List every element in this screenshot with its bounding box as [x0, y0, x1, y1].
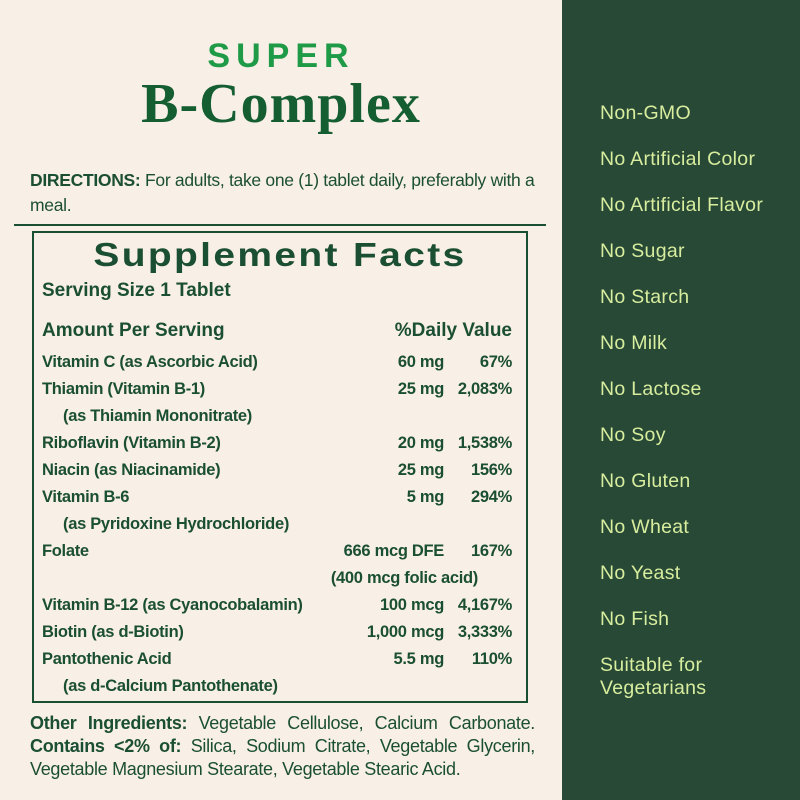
facts-row-main: Riboflavin (Vitamin B-2) 20 mg 1,538% [42, 430, 512, 457]
facts-header-row: Amount Per Serving %Daily Value [34, 319, 526, 343]
facts-rows: Vitamin C (as Ascorbic Acid) 60 mg 67% T… [34, 349, 526, 700]
facts-row-main: Vitamin C (as Ascorbic Acid) 60 mg 67% [42, 349, 512, 376]
facts-row-main: Pantothenic Acid 5.5 mg 110% [42, 646, 512, 673]
facts-row: Riboflavin (Vitamin B-2) 20 mg 1,538% [42, 430, 512, 457]
facts-row: Vitamin B-12 (as Cyanocobalamin) 100 mcg… [42, 592, 512, 619]
nutrient-source-note: (as Thiamin Mononitrate) [63, 407, 252, 425]
nutrient-daily-value: 110% [471, 650, 512, 668]
claim-item: No Yeast [600, 562, 681, 584]
facts-row-main: Folate 666 mcg DFE 167% [42, 538, 512, 565]
nutrient-name: Niacin (as Niacinamide) [42, 461, 221, 479]
facts-row: Vitamin B-6 5 mg 294% (as Pyridoxine Hyd… [42, 484, 512, 538]
nutrient-name: Vitamin B-12 (as Cyanocobalamin) [42, 596, 303, 614]
column-amount-per-serving: Amount Per Serving [42, 320, 225, 341]
directions: DIRECTIONS: For adults, take one (1) tab… [30, 168, 546, 218]
other-ingredients-line: Other Ingredients: Vegetable Cellulose, … [30, 712, 535, 735]
nutrient-amount: 25 mg [397, 461, 444, 479]
facts-row-main: Thiamin (Vitamin B-1) 25 mg 2,083% [42, 376, 512, 403]
claim-item: No Milk [600, 332, 668, 354]
nutrient-name: Thiamin (Vitamin B-1) [42, 380, 205, 398]
facts-row-main: Vitamin B-6 5 mg 294% [42, 484, 512, 511]
nutrient-name: Vitamin B-6 [42, 488, 130, 506]
facts-row-main: Niacin (as Niacinamide) 25 mg 156% [42, 457, 512, 484]
nutrient-daily-value: 294% [470, 488, 512, 506]
product-title-super: SUPER [207, 37, 355, 75]
claims-list: Non-GMO No Artificial Color No Artificia… [600, 102, 782, 700]
nutrient-amount: 666 mcg DFE [343, 542, 445, 560]
claim-item: No Artificial Color [600, 148, 756, 170]
other-ingredients-text: Vegetable Cellulose, Calcium Carbonate. [198, 713, 536, 733]
nutrient-daily-value: 167% [470, 542, 512, 560]
facts-row-main: Vitamin B-12 (as Cyanocobalamin) 100 mcg… [42, 592, 512, 619]
nutrient-amount: 1,000 mcg [366, 623, 444, 641]
claim-item: No Gluten [600, 470, 691, 492]
nutrient-amount: 20 mg [397, 434, 444, 452]
claim-item: No Sugar [600, 240, 685, 262]
supplement-facts-panel: Supplement Facts Serving Size 1 Tablet A… [32, 231, 528, 703]
facts-row-main: Biotin (as d-Biotin) 1,000 mcg 3,333% [42, 619, 512, 646]
claim-item: No Fish [600, 608, 670, 630]
nutrient-amount: 5 mg [406, 488, 445, 506]
claim-item: Non-GMO [600, 102, 691, 124]
supplement-facts-title: Supplement Facts [93, 236, 467, 273]
nutrient-daily-value: 4,167% [457, 596, 512, 614]
label-front-panel: SUPER B-Complex DIRECTIONS: For adults, … [0, 0, 562, 800]
claims-sidebar: Non-GMO No Artificial Color No Artificia… [562, 0, 800, 800]
contains-line: Contains <2% of: Silica, Sodium Citrate,… [30, 735, 535, 781]
other-ingredients-label: Other Ingredients: [30, 713, 188, 733]
other-ingredients: Other Ingredients: Vegetable Cellulose, … [30, 712, 535, 781]
divider-line [14, 224, 546, 226]
serving-size: Serving Size 1 Tablet [42, 280, 231, 301]
nutrient-name: Folate [42, 542, 89, 560]
nutrient-daily-value: 2,083% [457, 380, 512, 398]
nutrient-name: Riboflavin (Vitamin B-2) [42, 434, 221, 452]
facts-row: Thiamin (Vitamin B-1) 25 mg 2,083% (as T… [42, 376, 512, 430]
nutrient-name: Biotin (as d-Biotin) [42, 623, 184, 641]
facts-row: Vitamin C (as Ascorbic Acid) 60 mg 67% [42, 349, 512, 376]
claim-item: No Wheat [600, 516, 690, 538]
nutrient-daily-value: 1,538% [457, 434, 512, 452]
nutrient-amount: 5.5 mg [393, 650, 445, 668]
facts-row: Niacin (as Niacinamide) 25 mg 156% [42, 457, 512, 484]
contains-label: Contains <2% of: [30, 736, 182, 756]
nutrient-source-note: (as d-Calcium Pantothenate) [63, 677, 278, 695]
nutrient-amount: 60 mg [397, 353, 444, 371]
nutrient-amount: 100 mcg [380, 596, 444, 614]
product-title-main: B-Complex [141, 73, 421, 135]
facts-row: Pantothenic Acid 5.5 mg 110% (as d-Calci… [42, 646, 512, 700]
nutrient-source-note: (as Pyridoxine Hydrochloride) [63, 515, 290, 533]
claim-item: Suitable for Vegetarians [600, 654, 707, 699]
claim-item: No Lactose [600, 378, 702, 400]
contains-text: Silica, Sodium Citrate, Vegetable Glycer… [30, 736, 535, 779]
nutrient-name: Vitamin C (as Ascorbic Acid) [42, 353, 258, 371]
claim-item: No Soy [600, 424, 666, 446]
directions-text: For adults, take one (1) tablet daily, p… [30, 170, 535, 215]
column-daily-value: %Daily Value [394, 320, 512, 341]
nutrient-daily-value: 67% [479, 353, 512, 371]
nutrient-amount: 25 mg [397, 380, 444, 398]
claim-item: No Starch [600, 286, 690, 308]
directions-label: DIRECTIONS: [30, 170, 141, 190]
facts-row: Biotin (as d-Biotin) 1,000 mcg 3,333% [42, 619, 512, 646]
nutrient-daily-value: 156% [470, 461, 512, 479]
facts-row: Folate 666 mcg DFE 167% (400 mcg folic a… [42, 538, 512, 592]
nutrient-name: Pantothenic Acid [42, 650, 172, 668]
nutrient-amount-note: (400 mcg folic acid) [330, 569, 478, 587]
nutrient-daily-value: 3,333% [457, 623, 512, 641]
claim-item: No Artificial Flavor [600, 194, 764, 216]
product-title: SUPER B-Complex [0, 38, 562, 134]
